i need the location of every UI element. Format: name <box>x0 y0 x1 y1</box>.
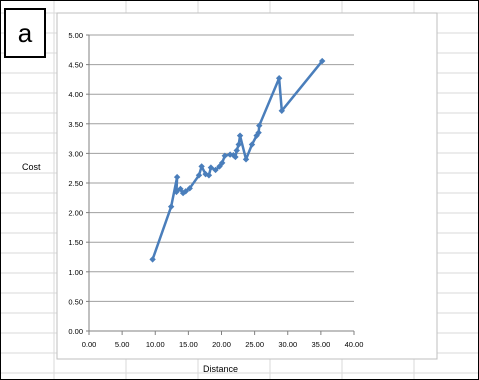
y-tick-label: 2.00 <box>68 209 83 218</box>
panel-label: a <box>4 8 46 58</box>
x-tick-label: 40.00 <box>345 340 364 349</box>
y-gridlines <box>89 34 354 302</box>
x-tick-label: 0.00 <box>82 340 97 349</box>
data-point-marker[interactable] <box>186 185 193 192</box>
axes <box>88 35 354 332</box>
x-tick-label: 20.00 <box>212 340 231 349</box>
x-tick-label: 15.00 <box>179 340 198 349</box>
data-point-marker[interactable] <box>242 156 250 163</box>
y-tick-labels: 0.00 0.50 1.00 1.50 2.00 2.50 3.00 3.50 4.00 4.50… <box>68 31 89 336</box>
data-point-marker[interactable] <box>275 75 283 82</box>
data-point-marker[interactable] <box>278 107 285 114</box>
data-point-marker[interactable] <box>212 166 219 174</box>
data-point-marker[interactable] <box>182 188 189 195</box>
y-tick-label: 0.00 <box>68 327 83 336</box>
data-point-marker[interactable] <box>205 172 213 179</box>
data-point-marker[interactable] <box>218 159 226 167</box>
y-tick-label: 4.00 <box>68 90 83 99</box>
data-point-marker[interactable] <box>221 152 229 159</box>
data-point-marker[interactable] <box>173 188 180 196</box>
x-tick-label: 30.00 <box>278 340 297 349</box>
y-tick-label: 3.50 <box>68 120 83 129</box>
data-point-marker[interactable] <box>167 203 175 210</box>
x-tick-labels: 0.00 5.00 10.00 15.00 20.00 25.00 30.00 35.00 40… <box>82 331 364 349</box>
data-point-marker[interactable] <box>256 122 263 129</box>
data-point-marker[interactable] <box>248 141 256 148</box>
x-tick-label: 5.00 <box>115 340 130 349</box>
data-point-marker[interactable] <box>198 163 205 170</box>
data-point-marker[interactable] <box>149 256 156 263</box>
y-tick-label: 3.00 <box>68 149 83 158</box>
y-tick-label: 5.00 <box>68 31 83 40</box>
data-point-marker[interactable] <box>195 172 203 179</box>
y-tick-label: 4.50 <box>68 61 83 70</box>
data-point-marker[interactable] <box>177 185 184 193</box>
data-point-marker[interactable] <box>255 129 262 136</box>
data-point-marker[interactable] <box>207 164 215 171</box>
y-tick-label: 1.00 <box>68 268 83 277</box>
series <box>149 57 326 263</box>
y-tick-label: 2.50 <box>68 179 83 188</box>
data-point-marker[interactable] <box>173 173 181 181</box>
x-tick-label: 25.00 <box>245 340 264 349</box>
data-point-marker[interactable] <box>233 147 240 154</box>
data-point-marker[interactable] <box>319 57 326 65</box>
x-tick-label: 35.00 <box>311 340 330 349</box>
x-tick-label: 10.00 <box>146 340 165 349</box>
y-axis-title: Cost <box>22 162 41 172</box>
data-point-marker[interactable] <box>232 153 239 161</box>
y-tick-label: 0.50 <box>68 297 83 306</box>
x-axis-title: Distance <box>203 364 239 374</box>
y-tick-label: 1.50 <box>68 238 83 247</box>
data-point-marker[interactable] <box>235 141 242 148</box>
data-point-marker[interactable] <box>236 132 244 139</box>
